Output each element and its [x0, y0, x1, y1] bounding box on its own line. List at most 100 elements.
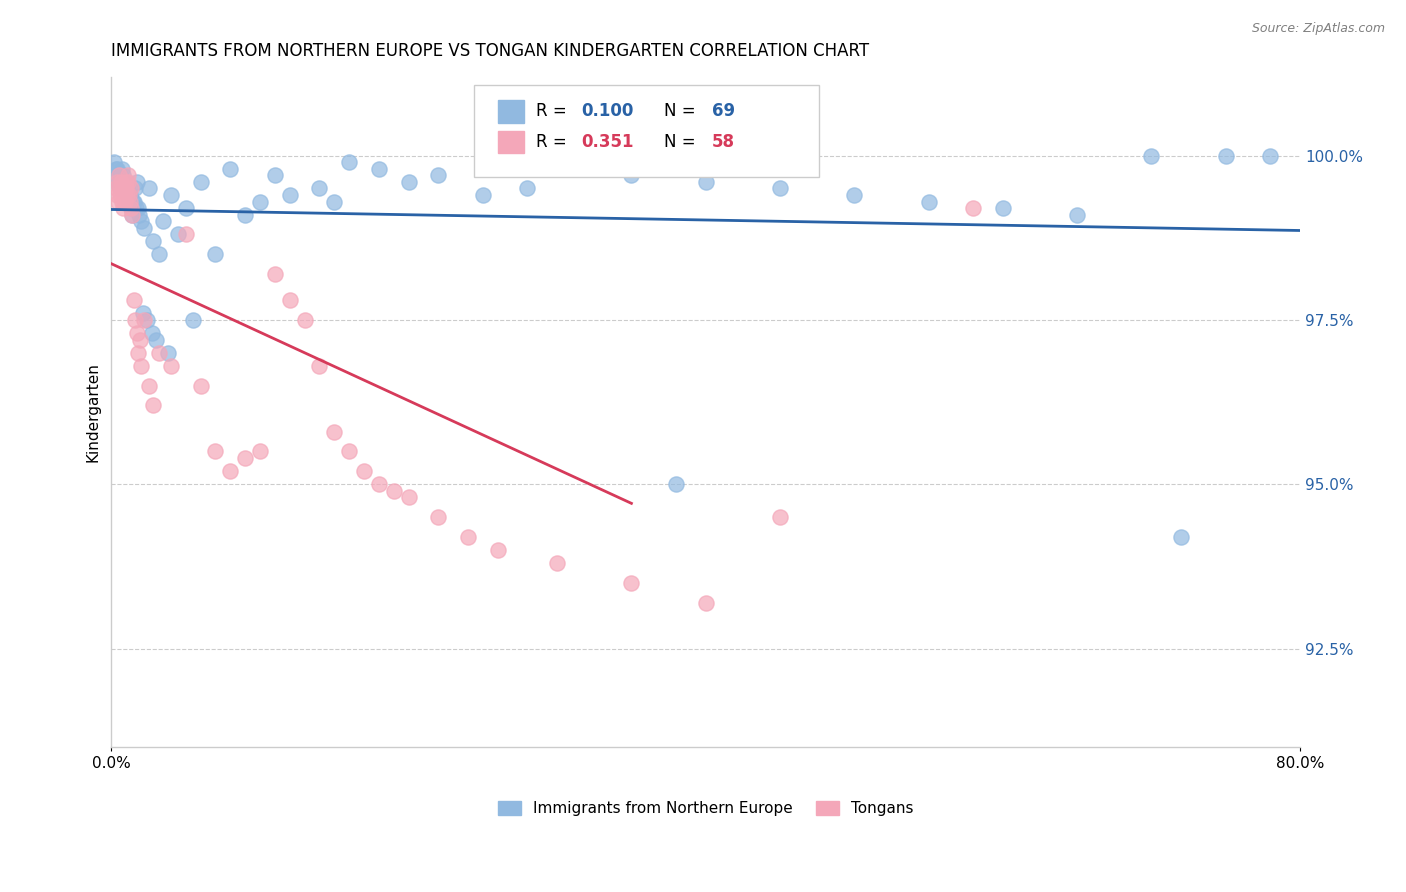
Point	[118, 188, 141, 202]
Point	[136, 313, 159, 327]
Point	[695, 175, 717, 189]
Point	[121, 201, 143, 215]
Point	[486, 543, 509, 558]
Point	[249, 444, 271, 458]
Point	[1066, 208, 1088, 222]
Point	[142, 234, 165, 248]
Point	[665, 477, 688, 491]
Point	[131, 306, 153, 320]
Point	[112, 188, 135, 202]
Point	[125, 326, 148, 340]
Point	[129, 214, 152, 228]
Point	[769, 510, 792, 524]
Point	[108, 168, 131, 182]
Point	[122, 293, 145, 308]
Legend: Immigrants from Northern Europe, Tongans: Immigrants from Northern Europe, Tongans	[492, 796, 920, 822]
Point	[142, 398, 165, 412]
Point	[308, 359, 330, 373]
Point	[114, 175, 136, 189]
Point	[181, 313, 204, 327]
Point	[353, 464, 375, 478]
Point	[263, 267, 285, 281]
Point	[160, 359, 183, 373]
Point	[174, 201, 197, 215]
Point	[337, 444, 360, 458]
Point	[769, 181, 792, 195]
Point	[962, 201, 984, 215]
Point	[233, 450, 256, 465]
Point	[620, 576, 643, 591]
Point	[160, 188, 183, 202]
Point	[105, 188, 128, 202]
Point	[111, 175, 134, 189]
Point	[991, 201, 1014, 215]
Point	[917, 194, 939, 209]
Text: 0.351: 0.351	[581, 133, 634, 151]
Point	[104, 161, 127, 176]
Point	[118, 194, 141, 209]
Point	[204, 247, 226, 261]
Point	[337, 155, 360, 169]
Point	[104, 181, 127, 195]
Point	[278, 293, 301, 308]
Point	[105, 161, 128, 176]
Point	[105, 175, 128, 189]
Point	[118, 194, 141, 209]
Point	[294, 313, 316, 327]
Point	[110, 188, 132, 202]
Point	[127, 345, 149, 359]
Y-axis label: Kindergarten: Kindergarten	[86, 362, 100, 462]
Point	[620, 168, 643, 182]
Point	[190, 175, 212, 189]
Point	[204, 444, 226, 458]
Text: 69: 69	[711, 103, 735, 120]
Point	[129, 359, 152, 373]
Point	[138, 181, 160, 195]
Point	[1170, 530, 1192, 544]
Point	[575, 161, 598, 176]
Point	[117, 175, 139, 189]
Point	[132, 313, 155, 327]
Point	[120, 201, 142, 215]
Point	[308, 181, 330, 195]
Text: Source: ZipAtlas.com: Source: ZipAtlas.com	[1251, 22, 1385, 36]
Point	[844, 188, 866, 202]
FancyBboxPatch shape	[498, 130, 524, 153]
Point	[1215, 148, 1237, 162]
Point	[121, 208, 143, 222]
Point	[128, 208, 150, 222]
Point	[1140, 148, 1163, 162]
Point	[128, 333, 150, 347]
Point	[108, 168, 131, 182]
Text: 0.100: 0.100	[581, 103, 633, 120]
Point	[546, 556, 568, 570]
Point	[190, 378, 212, 392]
Point	[219, 464, 242, 478]
Point	[427, 168, 450, 182]
Point	[125, 175, 148, 189]
Point	[145, 333, 167, 347]
FancyBboxPatch shape	[498, 101, 524, 122]
Point	[323, 194, 346, 209]
Point	[112, 181, 135, 195]
Point	[141, 326, 163, 340]
Point	[124, 313, 146, 327]
FancyBboxPatch shape	[474, 85, 818, 178]
Point	[1258, 148, 1281, 162]
Point	[115, 188, 138, 202]
Text: N =: N =	[664, 103, 702, 120]
Point	[111, 201, 134, 215]
Point	[546, 155, 568, 169]
Point	[219, 161, 242, 176]
Point	[695, 596, 717, 610]
Point	[117, 168, 139, 182]
Point	[367, 477, 389, 491]
Point	[108, 168, 131, 182]
Text: R =: R =	[536, 133, 572, 151]
Point	[233, 208, 256, 222]
Text: R =: R =	[536, 103, 572, 120]
Point	[471, 188, 494, 202]
Point	[105, 175, 128, 189]
Point	[107, 194, 129, 209]
Point	[367, 161, 389, 176]
